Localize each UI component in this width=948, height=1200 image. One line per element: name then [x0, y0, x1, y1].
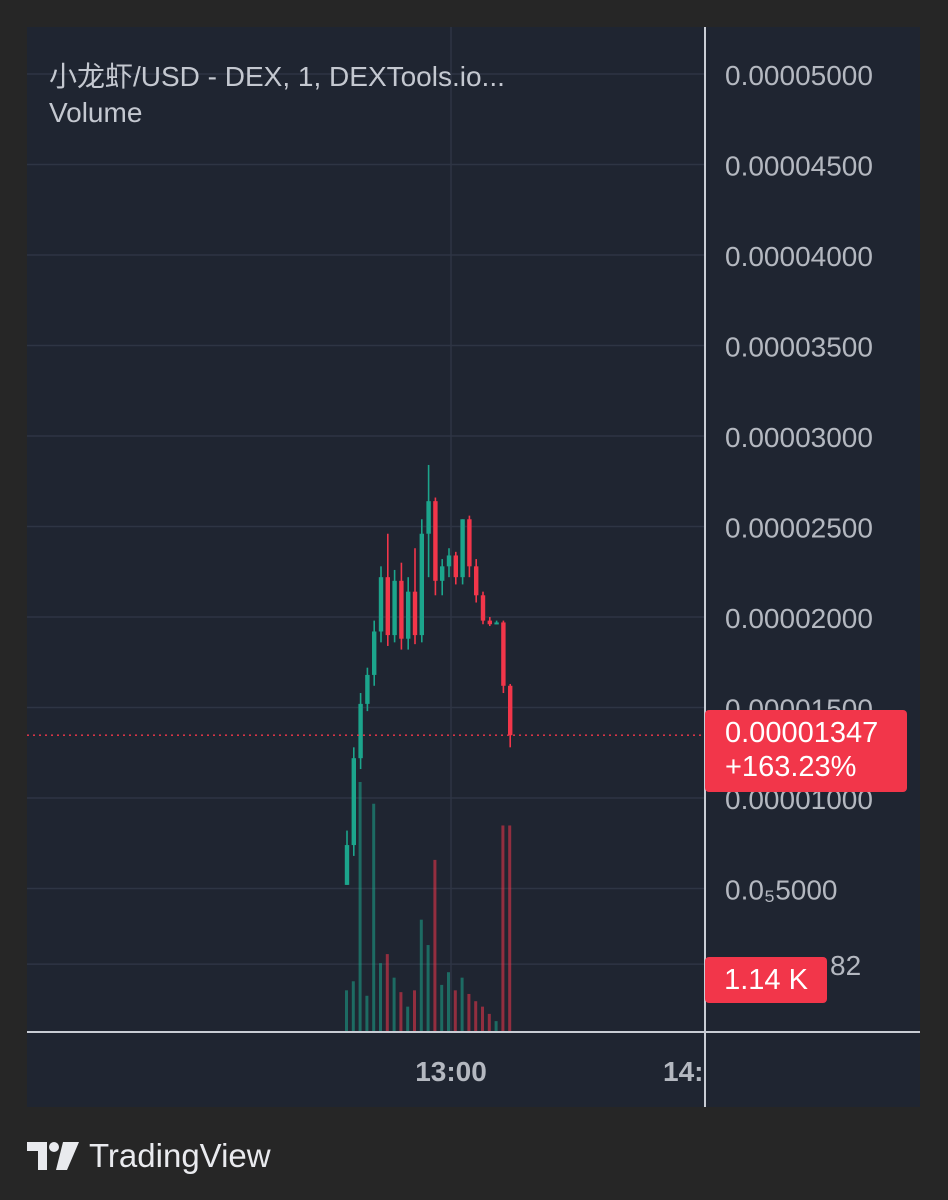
candle-body: [412, 591, 418, 636]
last-volume-tag: 1.14 K: [705, 957, 827, 1003]
candle-body: [378, 577, 384, 632]
candle-body: [487, 620, 492, 625]
last-price-value: 0.00001347: [725, 717, 879, 749]
y-tick-label: 0.00004000: [725, 241, 873, 272]
candle-body: [406, 591, 411, 639]
y-tick-label-partial: 82: [830, 950, 861, 981]
volume-bar: [372, 803, 376, 1032]
candle-body: [480, 595, 486, 621]
candle-body: [358, 703, 363, 759]
volume-bar: [385, 954, 389, 1032]
y-tick-label: 0.00003500: [725, 332, 873, 363]
volume-bar: [440, 984, 444, 1032]
volume-bar: [406, 1006, 410, 1032]
grid-lines: [27, 27, 705, 1032]
x-tick-label: 14:: [663, 1056, 703, 1087]
candle-body: [351, 758, 356, 846]
volume-bar: [487, 1013, 491, 1032]
volume-bar: [351, 981, 355, 1032]
volume-bar: [413, 990, 416, 1032]
volume-bar: [453, 990, 457, 1032]
candle-body: [467, 519, 472, 567]
candle-body: [419, 533, 424, 636]
candle-body: [365, 674, 370, 704]
volume-bar: [345, 990, 348, 1032]
candle-body: [501, 622, 506, 686]
candlesticks: [344, 464, 513, 885]
candle-body: [392, 580, 397, 636]
volume-bar: [460, 977, 464, 1032]
tradingview-logo-icon: [27, 1142, 79, 1170]
x-tick-label: 13:00: [415, 1056, 487, 1087]
legend-symbol-title[interactable]: 小龙虾/USD - DEX, 1, DEXTools.io...: [49, 61, 505, 92]
volume-bar: [501, 825, 505, 1032]
volume-bar: [447, 972, 450, 1032]
volume-bar: [365, 995, 369, 1032]
candle-body: [385, 577, 390, 636]
candle-body: [426, 501, 431, 534]
y-tick-label: 0.00005000: [725, 60, 873, 91]
volume-bar: [426, 945, 430, 1032]
y-tick-label: 0.00002500: [725, 513, 873, 544]
chart-panel[interactable]: 0.00005000 0.00004500 0.00004000 0.00003500…: [27, 27, 920, 1107]
volume-bar: [392, 977, 396, 1032]
volume-bar: [481, 1006, 484, 1032]
legend-volume-label[interactable]: Volume: [49, 97, 143, 128]
candle-body: [446, 555, 452, 567]
tradingview-brand[interactable]: TradingView: [27, 1134, 271, 1178]
volume-bar: [379, 963, 382, 1032]
y-tick-label: 0.00003000: [725, 422, 873, 453]
candle-body: [460, 519, 465, 578]
volume-bar: [494, 1021, 498, 1032]
price-chart[interactable]: 0.00005000 0.00004500 0.00004000 0.00003500…: [27, 27, 920, 1107]
volume-bar: [419, 919, 423, 1032]
volume-bar: [433, 859, 437, 1032]
volume-bar: [467, 993, 471, 1032]
candle-body: [433, 501, 438, 581]
axes: 0.00005000 0.00004500 0.00004000 0.00003500…: [27, 27, 920, 1107]
candle-body: [372, 631, 377, 675]
candle-body: [508, 685, 513, 736]
candle-body: [494, 622, 499, 625]
brand-name: TradingView: [89, 1137, 271, 1174]
y-tick-label: 0.0₅5000: [725, 875, 838, 906]
y-tick-label: 0.00004500: [725, 151, 873, 182]
volume-bar: [399, 992, 403, 1032]
candle-body: [440, 566, 445, 581]
volume-bar: [358, 782, 362, 1032]
price-change-percent: +163.23%: [725, 751, 857, 783]
candle-body: [344, 845, 350, 885]
volume-bars: [345, 782, 512, 1032]
last-price-tag: 0.00001347 +163.23%: [705, 710, 907, 792]
volume-bar: [474, 1001, 478, 1032]
candle-body: [399, 580, 404, 639]
y-tick-label: 0.00002000: [725, 603, 873, 634]
volume-bar: [508, 825, 512, 1032]
candle-body: [474, 566, 479, 596]
candle-body: [453, 555, 458, 578]
